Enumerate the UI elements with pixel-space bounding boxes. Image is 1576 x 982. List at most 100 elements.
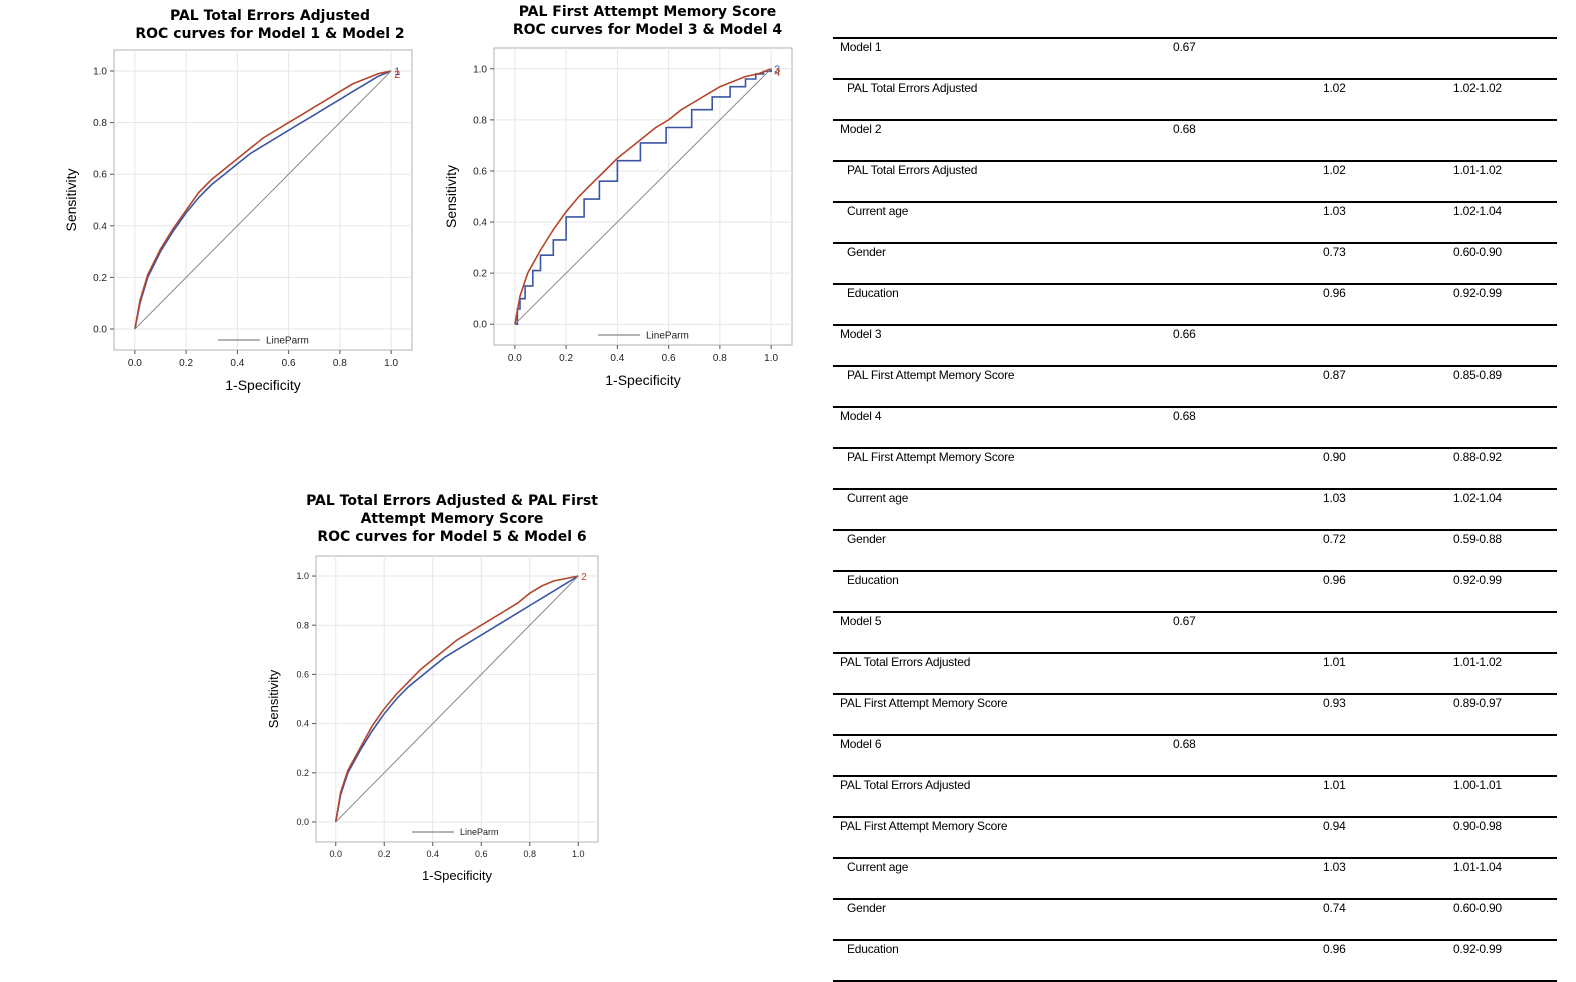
y-tick-label: 0.2 (93, 273, 107, 284)
table-row: PAL First Attempt Memory Score 0.90 0.88-0… (833, 447, 1557, 488)
y-tick-label: 0.8 (473, 115, 487, 126)
chart-title-line-1: PAL First Attempt Memory Score (518, 4, 777, 20)
odds-ratio-cell: 1.02 (1323, 163, 1346, 177)
x-tick-label: 0.2 (378, 849, 391, 859)
table-row: Model 5 0.67 (833, 611, 1557, 652)
chart-title-line-1: PAL Total Errors Adjusted & PAL First (306, 493, 598, 509)
row-label: PAL First Attempt Memory Score (840, 696, 1008, 710)
row-label: Model 4 (840, 409, 882, 423)
odds-ratio-cell: 1.01 (1323, 655, 1346, 669)
table-row: Gender 0.72 0.59-0.88 (833, 529, 1557, 570)
ci-cell: 1.02-1.04 (1453, 204, 1502, 218)
table-row: PAL Total Errors Adjusted 1.02 1.02-1.02 (833, 78, 1557, 119)
table-row: PAL Total Errors Adjusted 1.02 1.01-1.02 (833, 160, 1557, 201)
curve-end-label: 3 (774, 64, 780, 76)
row-label: PAL First Attempt Memory Score (840, 819, 1008, 833)
ci-cell: 0.59-0.88 (1453, 532, 1502, 546)
row-label: PAL Total Errors Adjusted (840, 655, 971, 669)
odds-ratio-cell: 1.03 (1323, 860, 1346, 874)
table-row: Model 4 0.68 (833, 406, 1557, 447)
roc-chart-3: 0.0 0.2 0.4 0.6 0.8 1.0 0.0 0.2 0.4 0.6 0.8 1.0 1-Sp… (266, 555, 599, 883)
odds-ratio-cell: 1.03 (1323, 204, 1346, 218)
row-label: Education (847, 942, 899, 956)
odds-ratio-cell: 0.96 (1323, 286, 1346, 300)
y-tick-label: 0.4 (473, 218, 487, 229)
roc-series-line-2 (134, 70, 392, 330)
row-label: Current age (847, 204, 909, 218)
auc-cell: 0.68 (1173, 122, 1196, 136)
y-tick-label: 0.4 (93, 221, 107, 232)
x-tick-label: 0.2 (559, 353, 573, 364)
roc-series-line-3 (514, 68, 772, 325)
chart-title-line-1: PAL Total Errors Adjusted (170, 8, 370, 24)
ci-cell: 0.60-0.90 (1453, 245, 1502, 259)
y-axis-label: Sensitivity (266, 669, 281, 728)
chart-title-line-2: Attempt Memory Score (360, 511, 544, 527)
row-label: PAL First Attempt Memory Score (847, 450, 1015, 464)
ci-cell: 0.89-0.97 (1453, 696, 1502, 710)
curve-end-label: 4 (774, 67, 780, 79)
curve-end-label: 2 (394, 69, 400, 81)
x-tick-label: 1.0 (384, 358, 398, 369)
y-tick-label: 0.0 (296, 817, 309, 827)
row-label: Model 3 (840, 327, 882, 341)
y-tick-label: 0.6 (93, 170, 107, 181)
row-label: PAL Total Errors Adjusted (847, 81, 978, 95)
odds-ratio-cell: 0.87 (1323, 368, 1346, 382)
x-axis-label: 1-Specificity (225, 377, 300, 393)
auc-cell: 0.67 (1173, 40, 1196, 54)
curve-end-label: 1 (394, 66, 400, 78)
ci-cell: 0.88-0.92 (1453, 450, 1502, 464)
table-row: Education 0.96 0.92-0.99 (833, 283, 1557, 324)
x-tick-label: 0.8 (523, 849, 536, 859)
table-row: Gender 0.74 0.60-0.90 (833, 898, 1557, 939)
table-row: Education 0.96 0.92-0.99 (833, 570, 1557, 611)
table-row: PAL First Attempt Memory Score 0.93 0.89-0… (833, 693, 1557, 734)
y-tick-label: 0.2 (473, 269, 487, 280)
odds-ratio-cell: 1.01 (1323, 778, 1346, 792)
odds-ratio-cell: 0.93 (1323, 696, 1346, 710)
y-tick-label: 0.0 (473, 320, 487, 331)
y-tick-label: 0.6 (296, 670, 309, 680)
table-row: Current age 1.03 1.01-1.04 (833, 857, 1557, 898)
table-row: PAL First Attempt Memory Score 0.87 0.85-0… (833, 365, 1557, 406)
ci-cell: 0.92-0.99 (1453, 573, 1502, 587)
roc-series-line-reference (514, 68, 772, 325)
roc-series-line-1 (134, 70, 392, 330)
x-tick-label: 1.0 (764, 353, 778, 364)
chart-title-line-3: ROC curves for Model 5 & Model 6 (317, 529, 587, 545)
chart-title-line-2: ROC curves for Model 1 & Model 2 (135, 26, 405, 42)
y-tick-label: 0.8 (93, 118, 107, 129)
roc-panel-1: PAL Total Errors Adjusted ROC curves for… (60, 5, 420, 405)
x-tick-label: 0.0 (508, 353, 522, 364)
row-label: Current age (847, 860, 909, 874)
y-tick-label: 0.4 (296, 719, 309, 729)
ci-cell: 1.01-1.04 (1453, 860, 1502, 874)
table-row: Gender 0.73 0.60-0.90 (833, 242, 1557, 283)
chart-title: PAL Total Errors Adjusted ROC curves for… (60, 7, 480, 43)
odds-ratio-cell: 0.90 (1323, 450, 1346, 464)
auc-cell: 0.66 (1173, 327, 1196, 341)
ci-cell: 0.85-0.89 (1453, 368, 1502, 382)
x-tick-label: 0.6 (662, 353, 676, 364)
row-label: PAL Total Errors Adjusted (840, 778, 971, 792)
roc-series-line-6 (334, 575, 579, 823)
row-label: Gender (847, 901, 886, 915)
legend-label: LineParm (646, 331, 689, 342)
table-row: Current age 1.03 1.02-1.04 (833, 201, 1557, 242)
x-tick-label: 0.6 (475, 849, 488, 859)
x-tick-label: 0.2 (179, 358, 193, 369)
x-tick-label: 0.8 (713, 353, 727, 364)
ci-cell: 1.02-1.02 (1453, 81, 1502, 95)
y-tick-label: 0.0 (93, 325, 107, 336)
x-tick-label: 0.4 (610, 353, 624, 364)
roc-chart-2: 0.0 0.2 0.4 0.6 0.8 1.0 0.0 0.2 0.4 0.6 0.8 1.0 1-Sp… (443, 47, 793, 388)
chart-title: PAL First Attempt Memory Score ROC curve… (440, 3, 855, 39)
chart-title: PAL Total Errors Adjusted & PAL First At… (260, 492, 644, 546)
x-axis-label: 1-Specificity (605, 372, 680, 388)
row-label: Model 2 (840, 122, 882, 136)
ci-cell: 0.60-0.90 (1453, 901, 1502, 915)
table-row: PAL First Attempt Memory Score 0.94 0.90-0… (833, 816, 1557, 857)
x-tick-label: 0.6 (282, 358, 296, 369)
y-tick-label: 1.0 (473, 64, 487, 75)
